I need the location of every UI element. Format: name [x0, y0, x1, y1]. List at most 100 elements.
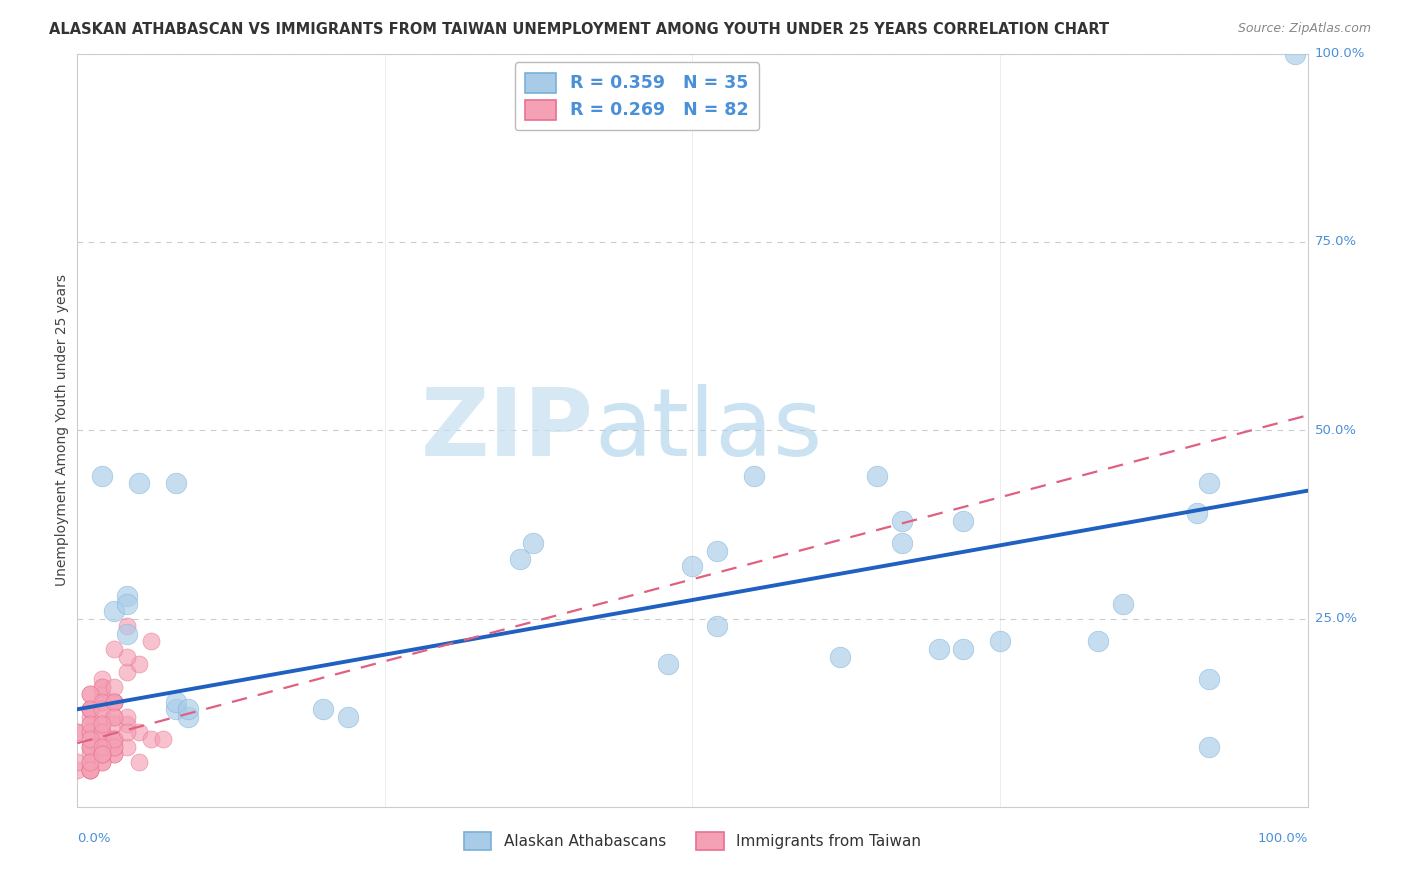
Point: [90, 724, 114, 739]
Point: [1112, 597, 1135, 611]
Point: [90, 695, 114, 709]
Point: [66, 755, 89, 769]
Point: [1198, 672, 1220, 686]
Point: [90, 680, 114, 694]
Point: [1185, 506, 1208, 520]
Point: [103, 695, 125, 709]
Point: [103, 604, 125, 618]
Point: [115, 710, 138, 724]
Point: [90, 702, 114, 716]
Point: [312, 702, 335, 716]
Point: [90, 747, 114, 762]
Point: [79, 739, 101, 754]
Text: ZIP: ZIP: [422, 384, 595, 476]
Point: [128, 755, 150, 769]
Point: [103, 732, 125, 747]
Point: [177, 710, 200, 724]
Point: [742, 468, 765, 483]
Point: [90, 732, 114, 747]
Point: [890, 536, 912, 550]
Point: [79, 687, 101, 701]
Point: [90, 739, 114, 754]
Text: ALASKAN ATHABASCAN VS IMMIGRANTS FROM TAIWAN UNEMPLOYMENT AMONG YOUTH UNDER 25 Y: ALASKAN ATHABASCAN VS IMMIGRANTS FROM TA…: [49, 22, 1109, 37]
Point: [79, 763, 101, 777]
Point: [103, 717, 125, 731]
Point: [1198, 739, 1220, 754]
Point: [1284, 46, 1306, 61]
Text: 25.0%: 25.0%: [1315, 612, 1357, 625]
Point: [90, 680, 114, 694]
Text: 0.0%: 0.0%: [77, 832, 111, 846]
Point: [79, 755, 101, 769]
Point: [952, 642, 974, 657]
Point: [90, 717, 114, 731]
Point: [128, 724, 150, 739]
Point: [79, 702, 101, 716]
Point: [90, 710, 114, 724]
Point: [1087, 634, 1109, 648]
Point: [522, 536, 544, 550]
Point: [90, 747, 114, 762]
Point: [103, 732, 125, 747]
Point: [66, 724, 89, 739]
Point: [952, 514, 974, 528]
Point: [90, 695, 114, 709]
Point: [79, 763, 101, 777]
Text: 75.0%: 75.0%: [1315, 235, 1357, 249]
Text: Source: ZipAtlas.com: Source: ZipAtlas.com: [1237, 22, 1371, 36]
Point: [103, 642, 125, 657]
Point: [103, 747, 125, 762]
Point: [103, 710, 125, 724]
Point: [115, 627, 138, 641]
Point: [90, 755, 114, 769]
Legend: Alaskan Athabascans, Immigrants from Taiwan: Alaskan Athabascans, Immigrants from Tai…: [458, 826, 927, 856]
Text: 100.0%: 100.0%: [1315, 47, 1365, 60]
Point: [90, 672, 114, 686]
Point: [90, 724, 114, 739]
Point: [509, 551, 531, 566]
Point: [90, 747, 114, 762]
Point: [79, 724, 101, 739]
Point: [928, 642, 950, 657]
Text: 100.0%: 100.0%: [1257, 832, 1308, 846]
Point: [115, 739, 138, 754]
Point: [79, 687, 101, 701]
Point: [115, 724, 138, 739]
Point: [90, 747, 114, 762]
Point: [177, 702, 200, 716]
Point: [103, 695, 125, 709]
Point: [103, 739, 125, 754]
Point: [337, 710, 360, 724]
Point: [682, 559, 704, 574]
Point: [79, 739, 101, 754]
Point: [115, 589, 138, 603]
Point: [90, 717, 114, 731]
Point: [90, 739, 114, 754]
Point: [79, 732, 101, 747]
Point: [79, 755, 101, 769]
Point: [90, 732, 114, 747]
Point: [90, 747, 114, 762]
Point: [866, 468, 889, 483]
Point: [79, 702, 101, 716]
Point: [90, 468, 114, 483]
Point: [165, 702, 187, 716]
Point: [103, 739, 125, 754]
Point: [830, 649, 852, 664]
Point: [103, 747, 125, 762]
Point: [141, 634, 163, 648]
Point: [79, 702, 101, 716]
Point: [165, 695, 187, 709]
Point: [79, 724, 101, 739]
Point: [79, 739, 101, 754]
Text: 50.0%: 50.0%: [1315, 424, 1357, 437]
Point: [79, 747, 101, 762]
Point: [141, 732, 163, 747]
Point: [890, 514, 912, 528]
Point: [90, 724, 114, 739]
Point: [66, 763, 89, 777]
Point: [657, 657, 679, 671]
Point: [115, 619, 138, 633]
Point: [90, 755, 114, 769]
Point: [152, 732, 174, 747]
